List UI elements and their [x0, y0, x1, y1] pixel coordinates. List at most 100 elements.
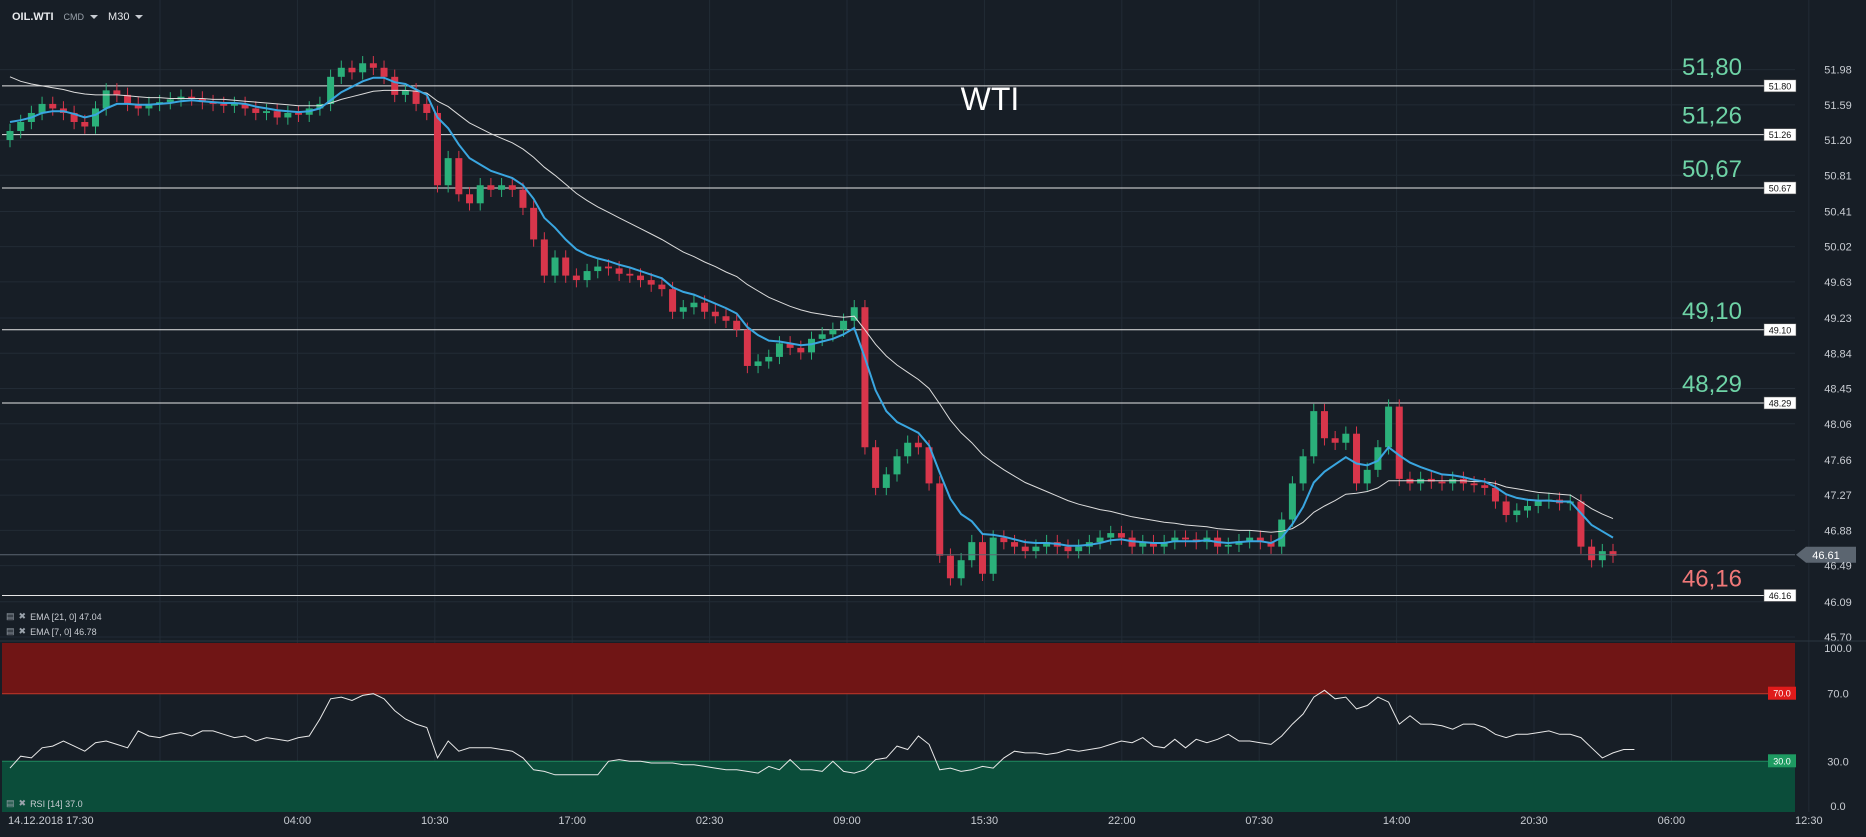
- candle-bull: [1043, 542, 1051, 547]
- chevron-down-icon: [90, 15, 99, 20]
- candle-bull: [102, 90, 110, 109]
- price-tick-label: 47.27: [1824, 490, 1852, 502]
- timeframe-label: M30: [108, 11, 130, 23]
- candle-bull: [1224, 544, 1232, 547]
- level-tag: [1763, 589, 1797, 602]
- chart-title: WTI: [961, 81, 1020, 117]
- candle-bear: [1182, 537, 1190, 540]
- candle-bull: [893, 456, 901, 475]
- close-icon[interactable]: ✖: [18, 611, 27, 621]
- candle-bull: [1278, 519, 1286, 547]
- candle-bull: [1096, 537, 1104, 543]
- candle-bear: [1609, 551, 1617, 556]
- time-axis: 14.12.2018 17:30 04:00 10:30 17:00 02:30 09:0…: [8, 815, 1823, 827]
- timeframe-dropdown[interactable]: M30: [108, 11, 144, 23]
- ema7-legend-label: EMA [7, 0] 46.78: [30, 626, 97, 637]
- candle-bull: [882, 474, 890, 488]
- candle-bear: [49, 103, 57, 109]
- price-tick-label: 46.88: [1824, 525, 1852, 537]
- candle-bull: [1160, 542, 1168, 547]
- candle-bear: [113, 90, 121, 95]
- price-tick-label: 49.23: [1824, 313, 1852, 325]
- candle-bull: [840, 320, 848, 330]
- candle-bear: [1577, 501, 1585, 547]
- candle-bull: [765, 356, 773, 362]
- candle-bear: [70, 112, 78, 122]
- symbol-label[interactable]: OIL.WTI: [12, 11, 54, 23]
- level-tag-text: 49.10: [1769, 325, 1792, 335]
- settings-icon[interactable]: ▤: [6, 626, 15, 636]
- candle-bull: [968, 542, 976, 561]
- level-label: 49,10: [1682, 298, 1742, 325]
- price-tick-label: 50.41: [1824, 206, 1852, 218]
- candle-bear: [252, 108, 260, 113]
- settings-icon[interactable]: ▤: [6, 798, 15, 808]
- time-tick-label: 10:30: [421, 815, 449, 827]
- candle-bear: [743, 329, 751, 366]
- candle-bear: [637, 275, 645, 281]
- candle-bull: [337, 67, 345, 77]
- time-tick-label: 12:30: [1795, 815, 1823, 827]
- candle-bull: [401, 90, 409, 95]
- time-tick-label: 06:00: [1658, 815, 1686, 827]
- candle-bull: [583, 271, 591, 281]
- candle-bear: [1395, 406, 1403, 479]
- time-tick-label: 20:30: [1520, 815, 1548, 827]
- rsi-tick-label: 30.0: [1827, 756, 1848, 768]
- rsi-oversold-band: [2, 761, 1795, 812]
- level-tag-text: 50.67: [1769, 183, 1792, 193]
- ema7-legend[interactable]: ▤ ✖ EMA [7, 0] 46.78: [6, 626, 97, 637]
- candle-bull: [1385, 406, 1393, 448]
- rsi-oversold-tag-text: 30.0: [1773, 756, 1791, 766]
- candle-bull: [690, 302, 698, 308]
- candle-bull: [166, 99, 174, 103]
- rsi-legend[interactable]: ▤ ✖ RSI [14] 37.0: [6, 798, 83, 809]
- level-tag-text: 46.16: [1769, 591, 1792, 601]
- candle-bear: [914, 442, 922, 448]
- candle-bear: [519, 189, 527, 208]
- chart-toolbar: OIL.WTI CMD M30: [12, 11, 144, 23]
- candle-bull: [1299, 456, 1307, 484]
- candle-bull: [498, 185, 506, 190]
- candle-bull: [1310, 411, 1318, 457]
- candle-bull: [145, 103, 153, 109]
- candle-bear: [861, 307, 869, 448]
- candle-bear: [658, 284, 666, 290]
- level-tag-text: 51.26: [1769, 130, 1792, 140]
- candle-bull: [679, 307, 687, 312]
- rsi-axis: 100.0 70.0 30.0 0.0: [1824, 643, 1852, 813]
- candle-bear: [273, 111, 281, 118]
- candles: [6, 56, 1617, 586]
- candle-bear: [1117, 533, 1125, 538]
- level-label: 46,16: [1682, 565, 1742, 592]
- candle-bear: [540, 239, 548, 276]
- candle-bear: [669, 289, 677, 312]
- close-icon[interactable]: ✖: [18, 626, 27, 636]
- rsi-tick-label: 0.0: [1830, 801, 1845, 813]
- candle-bear: [295, 112, 303, 115]
- candle-bull: [1513, 510, 1521, 516]
- instrument-type-dropdown[interactable]: CMD: [64, 11, 99, 23]
- close-icon[interactable]: ✖: [18, 798, 27, 808]
- candle-bull: [1524, 505, 1532, 511]
- price-levels: 51.80 51,80 51.26 51,26 50.67 50,67 49.10 49,10…: [2, 54, 1797, 602]
- candle-bear: [647, 280, 655, 285]
- candle-bull: [1107, 533, 1115, 538]
- current-price-tag: [1796, 546, 1856, 563]
- candle-bull: [808, 338, 815, 353]
- candle-bull: [359, 63, 367, 73]
- candle-bear: [188, 96, 196, 99]
- candle-bear: [604, 266, 612, 269]
- candle-bull: [1374, 447, 1382, 470]
- candle-bull: [904, 442, 912, 457]
- candle-bear: [711, 311, 719, 317]
- candle-bear: [455, 158, 463, 195]
- time-tick-label: 02:30: [696, 815, 724, 827]
- settings-icon[interactable]: ▤: [6, 611, 15, 621]
- candle-bear: [380, 67, 388, 77]
- level-label: 51,80: [1682, 54, 1742, 81]
- ema21-legend[interactable]: ▤ ✖ EMA [21, 0] 47.04: [6, 611, 102, 622]
- rsi-legend-label: RSI [14] 37.0: [30, 798, 83, 809]
- rsi-tick-label: 100.0: [1824, 643, 1852, 655]
